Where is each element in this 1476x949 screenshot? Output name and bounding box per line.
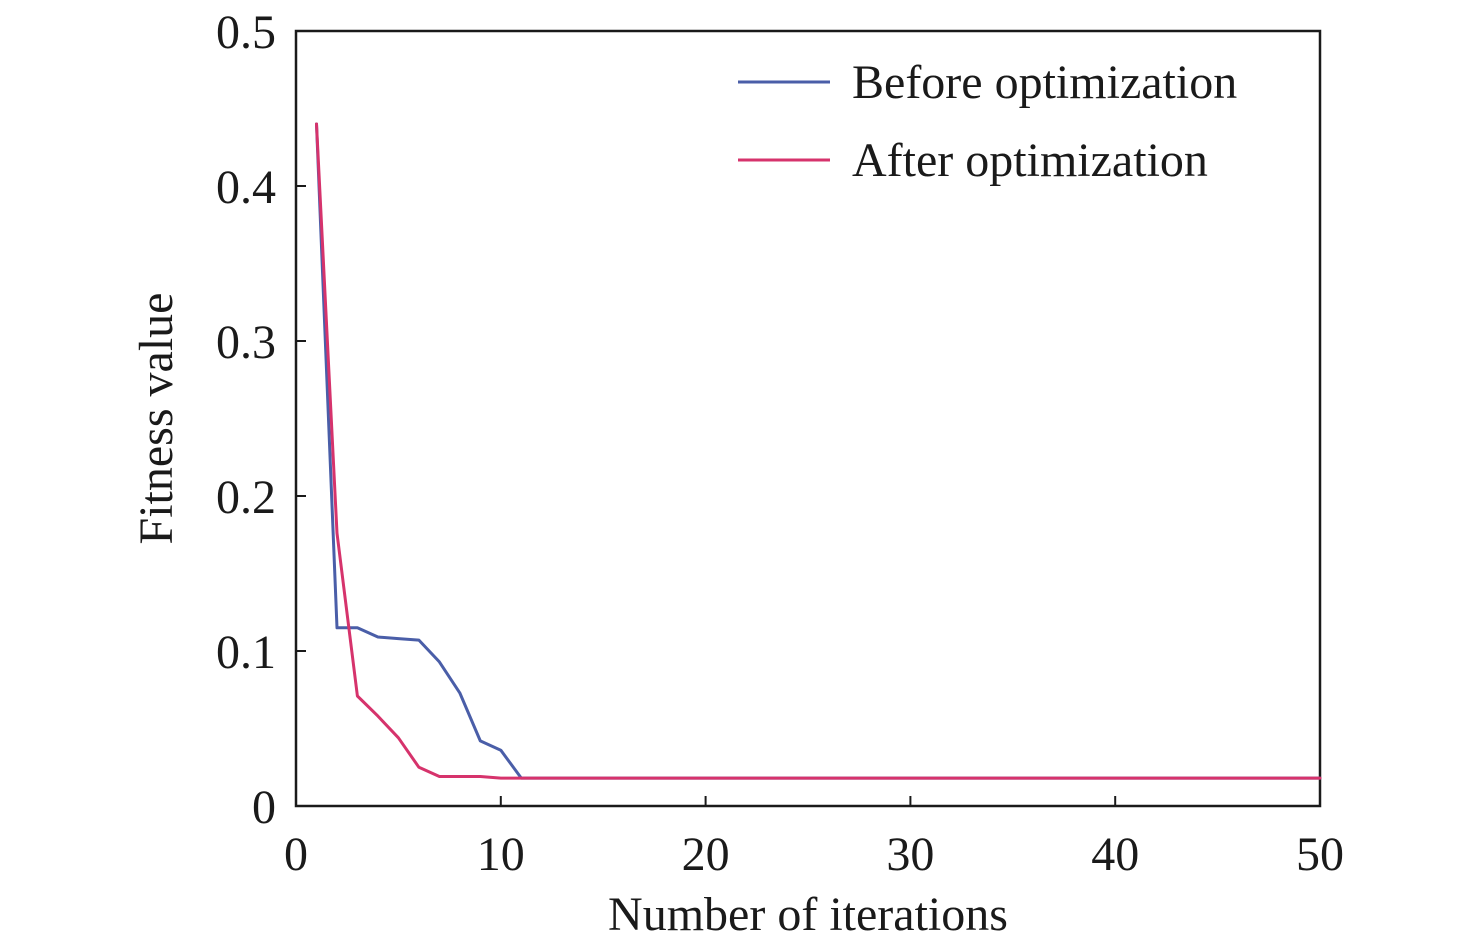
series-layer (315, 122, 1322, 780)
y-tick-label: 0.5 (216, 6, 276, 59)
plot-frame (294, 29, 1322, 808)
y-tick-label: 0.1 (216, 626, 276, 679)
x-tick-label: 20 (682, 828, 730, 881)
x-axis-title: Number of iterations (608, 888, 1008, 941)
series-line-after-optimization (315, 122, 1322, 780)
y-axis-title: Fitness value (130, 293, 183, 545)
legend-label: Before optimization (852, 56, 1237, 109)
x-tick-label: 10 (477, 828, 525, 881)
axis-ticks: 0 10 20 30 40 50 0 0.1 0.2 0.3 0.4 0.5 (216, 6, 1344, 881)
series-line-before-optimization (315, 122, 1322, 780)
legend: Before optimization After optimization (738, 56, 1237, 187)
x-tick-label: 30 (886, 828, 934, 881)
y-tick-label: 0.2 (216, 471, 276, 524)
x-tick-label: 40 (1091, 828, 1139, 881)
x-tick-label: 50 (1296, 828, 1344, 881)
legend-label: After optimization (852, 134, 1208, 187)
y-tick-label: 0.4 (216, 161, 276, 214)
y-tick-label: 0.3 (216, 316, 276, 369)
y-tick-label: 0 (252, 781, 276, 834)
x-tick-label: 0 (284, 828, 308, 881)
plot-area (294, 29, 1322, 808)
